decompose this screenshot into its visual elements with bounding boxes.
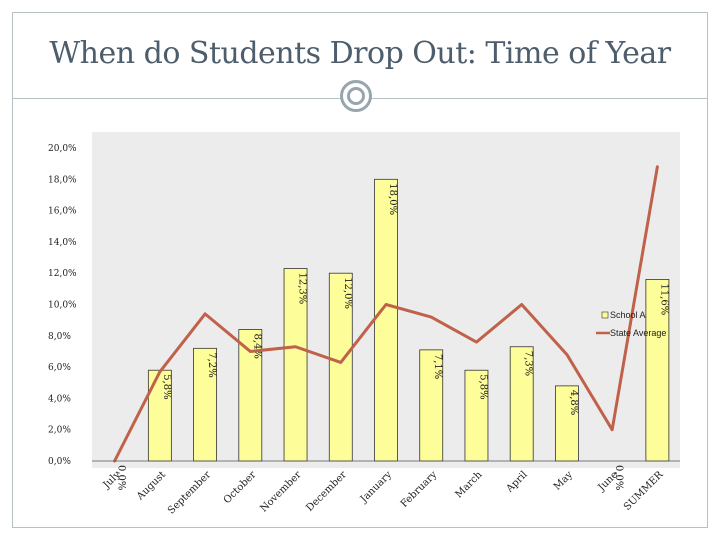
bar-data-label: 0,0%	[613, 465, 624, 490]
bar-data-label: 7,2%	[206, 352, 217, 377]
y-tick-label: 12,0%	[48, 269, 77, 279]
bar-data-label: 11,6%	[658, 283, 669, 315]
x-tick-label: February	[399, 469, 440, 510]
y-tick-label: 10,0%	[48, 301, 77, 311]
bar-data-label: 12,3%	[297, 273, 308, 305]
y-tick-label: 6,0%	[48, 363, 71, 373]
decorative-circle-icon	[340, 80, 372, 112]
y-tick-label: 0,0%	[48, 457, 71, 467]
bar-data-label: 12,0%	[342, 277, 353, 309]
bar-data-label: 7,1%	[432, 354, 443, 379]
y-tick-label: 2,0%	[48, 426, 71, 436]
bar-data-label: 4,8%	[568, 390, 579, 415]
bar-january	[374, 178, 398, 462]
state-average-line	[113, 165, 659, 463]
x-tick-label: January	[358, 469, 394, 505]
legend-swatch-school-a	[601, 311, 609, 319]
x-tick-label: August	[134, 469, 168, 503]
y-tick-label: 14,0%	[48, 238, 77, 248]
x-tick-label: SUMMER	[622, 469, 666, 513]
y-tick-label: 18,0%	[48, 175, 77, 185]
bar-data-label: 18,0%	[387, 183, 398, 215]
x-tick-label: December	[304, 469, 349, 514]
x-tick-label: March	[453, 469, 485, 501]
y-tick-label: 8,0%	[48, 332, 71, 342]
x-tick-label: October	[222, 469, 259, 506]
x-tick-label: September	[166, 469, 213, 516]
x-tick-label: April	[504, 469, 530, 495]
y-tick-label: 20,0%	[48, 144, 77, 154]
x-tick-label: November	[258, 469, 303, 514]
bar-data-label: 7,3%	[523, 351, 534, 376]
y-tick-label: 16,0%	[48, 207, 77, 217]
legend-label-state-average: State Average	[610, 328, 666, 338]
bar-data-label: 0,0%	[116, 465, 127, 490]
legend-label-school-a: School A	[610, 310, 646, 320]
y-tick-label: 4,0%	[48, 394, 71, 404]
slide-frame	[12, 12, 708, 528]
bar-data-label: 5,8%	[161, 374, 172, 399]
slide-title: When do Students Drop Out: Time of Year	[49, 36, 671, 71]
x-tick-label: May	[552, 469, 575, 492]
bar-data-label: 5,8%	[477, 374, 488, 399]
bar-data-label: 8,4%	[251, 334, 262, 359]
